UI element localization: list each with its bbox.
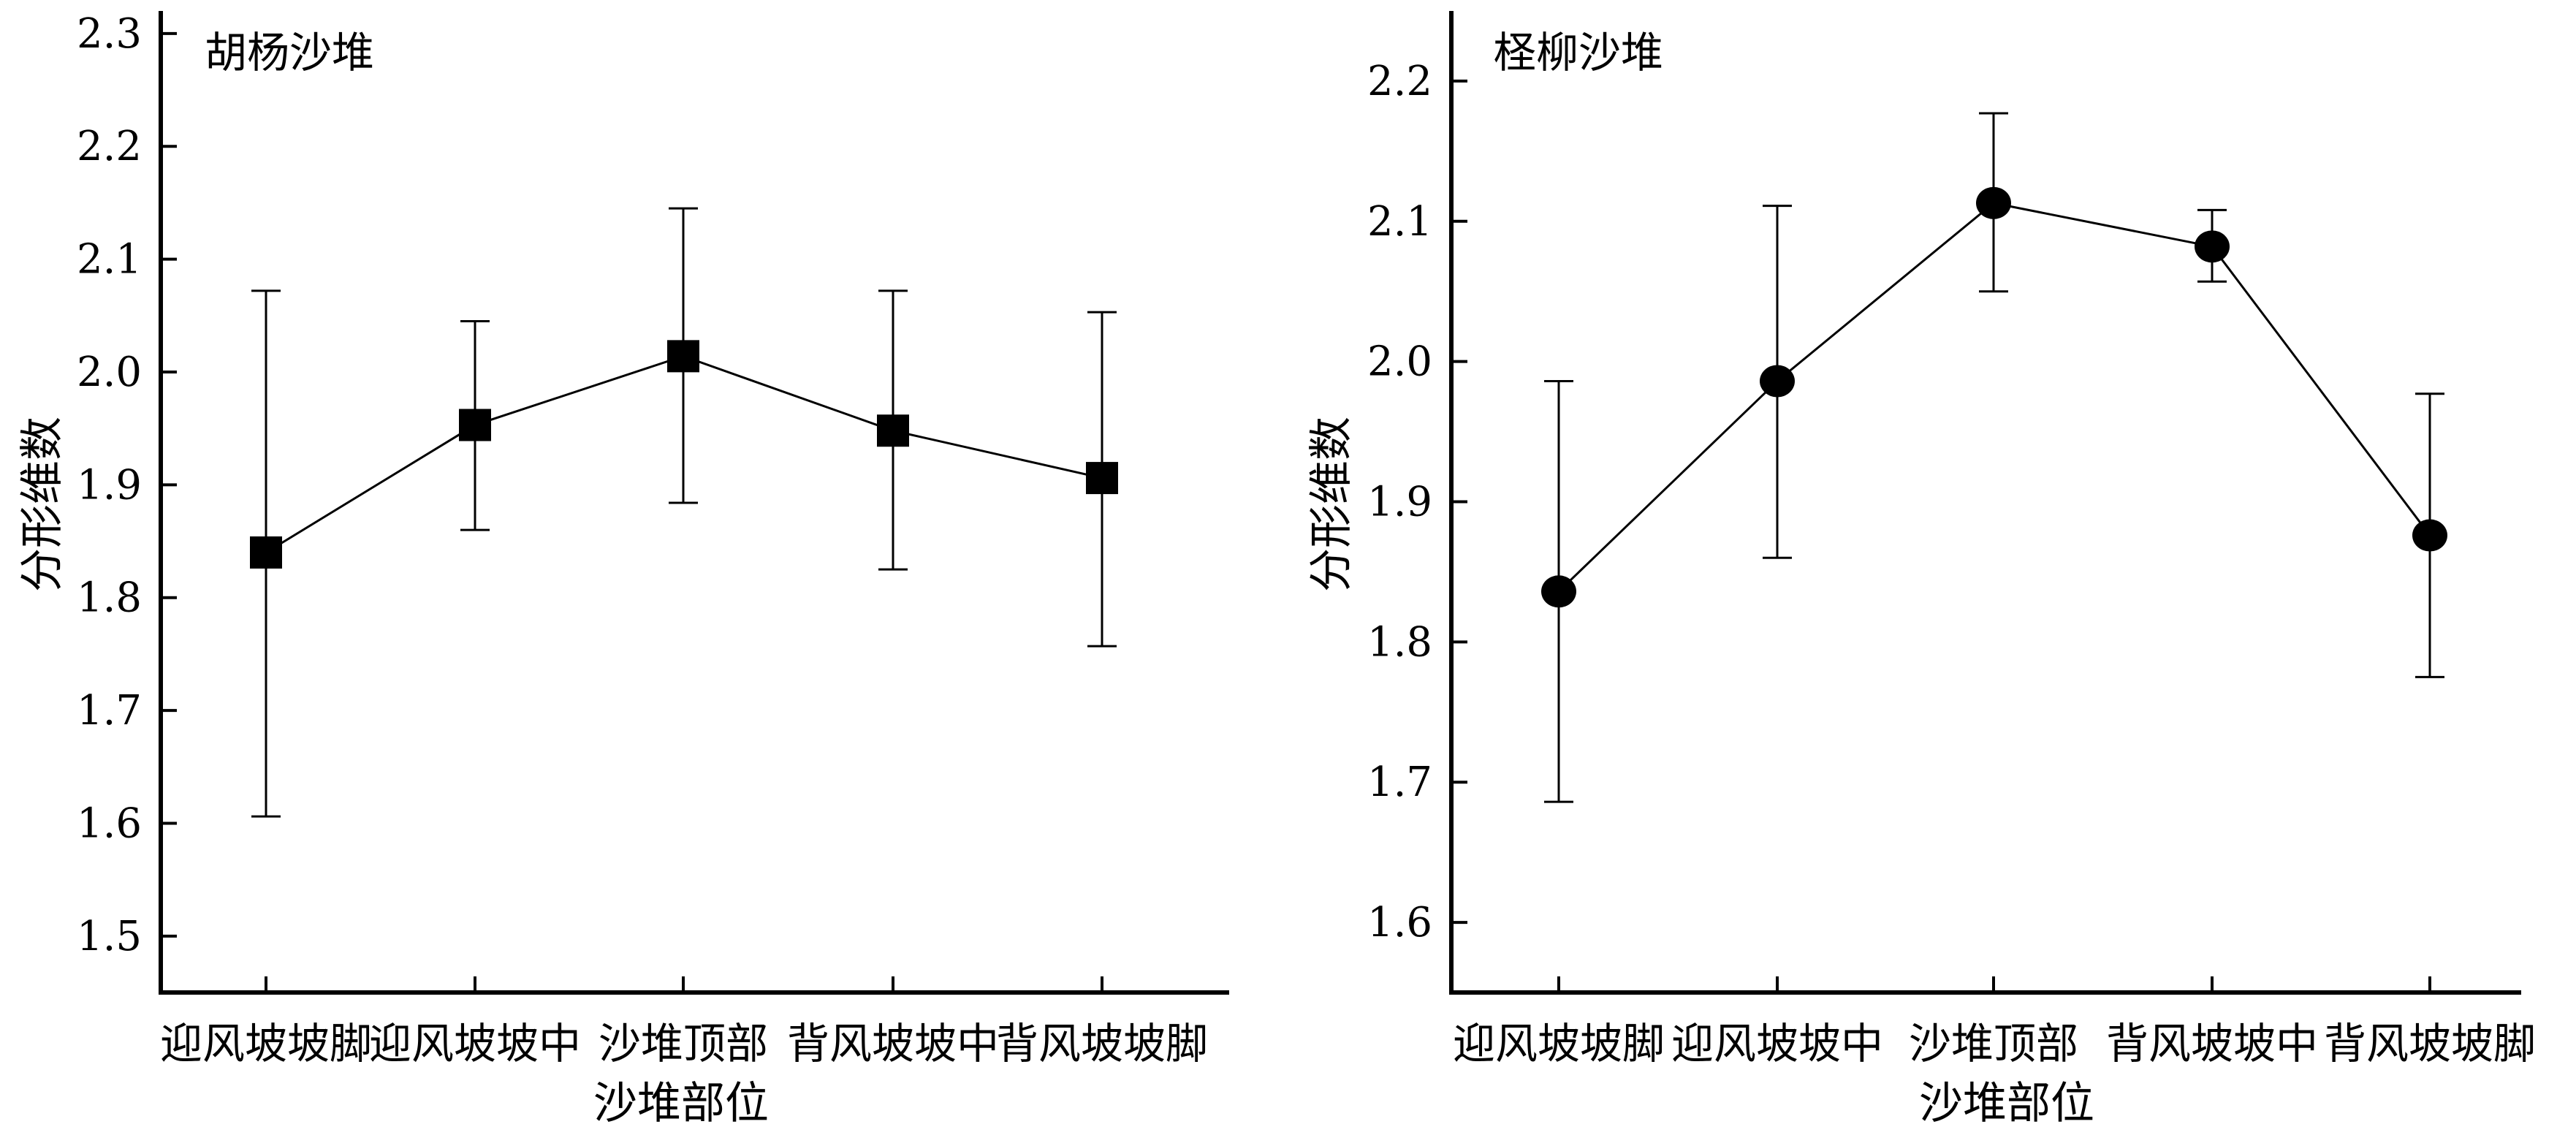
- panel-title: 胡杨沙堆: [205, 28, 374, 77]
- data-point-square: [667, 340, 699, 373]
- data-point-square: [1086, 462, 1118, 495]
- x-tick-label: 迎风坡坡脚: [1453, 1019, 1665, 1068]
- x-tick-label: 沙堆顶部: [1909, 1019, 2078, 1068]
- x-tick-label: 沙堆顶部: [599, 1019, 768, 1068]
- y-tick-label: 1.7: [77, 687, 142, 734]
- y-tick-label: 1.5: [77, 913, 142, 960]
- y-tick-label: 1.9: [77, 461, 142, 509]
- y-axis-title: 分形维数: [1306, 417, 1357, 592]
- data-point-circle: [1976, 186, 2011, 219]
- x-tick-label: 背风坡坡脚: [996, 1019, 1208, 1068]
- y-tick-label: 1.8: [77, 574, 142, 622]
- y-axis-title: 分形维数: [17, 417, 68, 592]
- y-tick-label: 1.8: [1367, 618, 1432, 666]
- y-tick-label: 2.0: [1367, 338, 1432, 386]
- x-axis-title: 沙堆部位: [593, 1078, 769, 1129]
- chart-panel-chengliu: 柽柳沙堆 沙堆部位 分形维数 1.6 1.7 1.8 1.9 2.0 2.1 2.2 迎风坡坡…: [1306, 11, 2536, 1129]
- chart-panel-huyang: 胡杨沙堆 沙堆部位 分形维数 1.5 1.6 1.7 1.8 1.9 2.0 2.1 2.2 2…: [17, 10, 1229, 1129]
- y-tick-label: 1.6: [1367, 899, 1432, 946]
- y-tick-label: 2.1: [77, 236, 142, 284]
- data-point-circle: [1541, 575, 1576, 608]
- y-tick-label: 2.1: [1367, 198, 1432, 246]
- y-tick-label: 2.0: [77, 349, 142, 396]
- data-point-square: [250, 536, 282, 569]
- data-point-circle: [2195, 230, 2230, 263]
- y-tick-label: 2.2: [1367, 58, 1432, 105]
- x-tick-label: 背风坡坡中: [2106, 1019, 2318, 1068]
- y-tick-label: 2.2: [77, 123, 142, 170]
- y-tick-label: 1.6: [77, 800, 142, 847]
- y-tick-label: 1.9: [1367, 479, 1432, 526]
- x-tick-label: 背风坡坡脚: [2324, 1019, 2536, 1068]
- x-tick-label: 迎风坡坡中: [369, 1019, 581, 1068]
- data-point-circle: [1760, 365, 1795, 398]
- x-axis-title: 沙堆部位: [1919, 1078, 2094, 1129]
- x-tick-label: 迎风坡坡中: [1671, 1019, 1883, 1068]
- panel-title: 柽柳沙堆: [1494, 28, 1663, 77]
- x-tick-label: 迎风坡坡脚: [160, 1019, 372, 1068]
- data-point-circle: [2412, 519, 2447, 552]
- data-point-square: [459, 409, 491, 441]
- data-point-square: [877, 414, 909, 447]
- y-tick-label: 1.7: [1367, 759, 1432, 806]
- y-tick-label: 2.3: [77, 10, 142, 58]
- x-tick-label: 背风坡坡中: [787, 1019, 999, 1068]
